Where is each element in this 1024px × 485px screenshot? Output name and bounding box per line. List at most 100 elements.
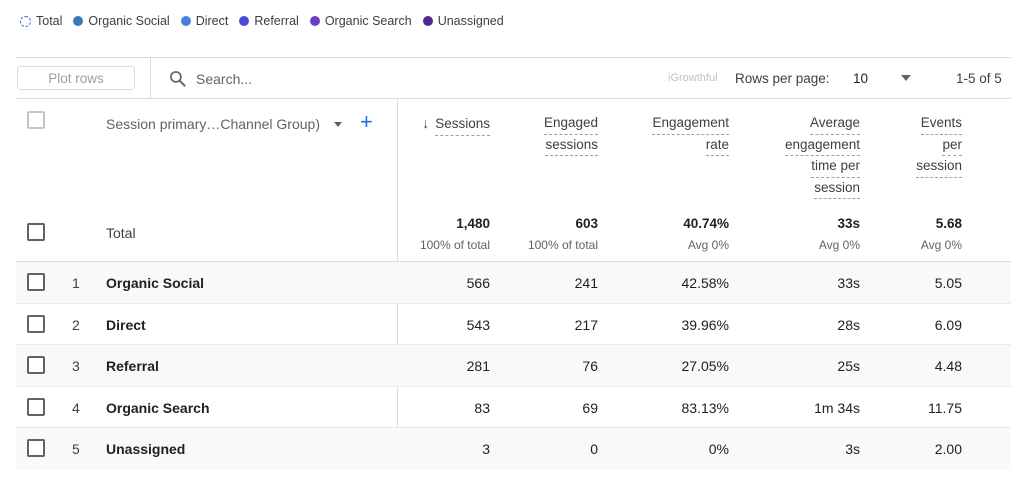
legend-item-organic-social[interactable]: Organic Social <box>73 14 170 28</box>
row-index: 5 <box>72 441 80 458</box>
row-checkbox[interactable] <box>27 439 45 458</box>
cell-sessions: 281 <box>466 358 490 375</box>
search-icon[interactable] <box>168 69 188 89</box>
chevron-down-icon[interactable] <box>333 121 342 127</box>
row-index: 4 <box>72 399 80 416</box>
table-row[interactable]: 4 Organic Search 83 69 83.13% 1m 34s 11.… <box>16 387 1011 429</box>
cell-engagement-rate: 0% <box>708 441 729 458</box>
row-dimension: Organic Search <box>106 399 210 416</box>
row-checkbox[interactable] <box>27 356 45 375</box>
cell-engagement-rate: 39.96% <box>681 316 729 333</box>
rows-per-page-label: Rows per page: <box>735 71 830 86</box>
header-text: per <box>942 135 962 156</box>
table-toolbar: Plot rows iGrowthful Rows per page: 10 1… <box>16 57 1011 99</box>
sort-descending-icon[interactable]: ↓ <box>422 115 430 131</box>
legend-item-referral[interactable]: Referral <box>239 14 299 28</box>
cell-events-per-session: 5.05 <box>934 275 962 291</box>
header-text: rate <box>705 135 729 156</box>
legend-item-organic-search[interactable]: Organic Search <box>309 14 412 28</box>
dimension-header[interactable]: Session primary…Channel Group) <box>106 116 342 132</box>
header-text: sessions <box>545 135 598 156</box>
dimension-header-label: Session primary…Channel Group) <box>106 116 320 132</box>
cell-engagement-rate: 27.05% <box>681 358 729 375</box>
legend-label: Total <box>36 14 63 28</box>
column-header-events-per-session[interactable]: Events per session <box>916 113 962 178</box>
legend-label: Direct <box>195 14 229 28</box>
table-row[interactable]: 2 Direct 543 217 39.96% 28s 6.09 <box>16 304 1011 346</box>
row-dimension: Unassigned <box>106 441 186 458</box>
row-checkbox[interactable] <box>27 314 45 333</box>
legend-item-total[interactable]: Total <box>20 14 62 28</box>
chart-legend: Total Organic Social Direct Referral Org… <box>20 14 515 28</box>
table-row[interactable]: 3 Referral 281 76 27.05% 25s 4.48 <box>16 345 1011 387</box>
header-text: Engagement <box>652 113 729 135</box>
legend-label: Organic Social <box>88 14 170 28</box>
cell-avg-engagement-time: 1m 34s <box>814 399 860 416</box>
cell-engaged-sessions: 217 <box>574 316 598 333</box>
legend-swatch-icon <box>309 16 320 26</box>
header-text: Sessions <box>435 114 490 136</box>
cell-events-per-session: 2.00 <box>934 441 962 458</box>
column-header-engaged-sessions[interactable]: Engaged sessions <box>543 113 598 156</box>
row-checkbox[interactable] <box>27 273 45 291</box>
total-events-per-session-sub: Avg 0% <box>920 238 962 252</box>
legend-item-unassigned[interactable]: Unassigned <box>422 14 504 28</box>
toolbar-divider <box>150 58 151 99</box>
legend-item-direct[interactable]: Direct <box>180 14 229 28</box>
header-text: session <box>916 156 962 178</box>
cell-events-per-session: 11.75 <box>928 399 962 416</box>
column-header-engagement-rate[interactable]: Engagement rate <box>652 113 729 156</box>
total-row-checkbox[interactable] <box>27 223 45 241</box>
total-engagement-rate: 40.74% <box>683 216 729 231</box>
plot-rows-button[interactable]: Plot rows <box>17 66 135 90</box>
rows-per-page-select[interactable]: 10 <box>853 71 869 86</box>
table-header: Session primary…Channel Group) + ↓ Sessio… <box>16 99 1011 262</box>
cell-avg-engagement-time: 28s <box>837 316 860 333</box>
legend-label: Organic Search <box>324 14 412 28</box>
legend-swatch-icon <box>422 16 433 26</box>
cell-sessions: 83 <box>474 399 490 416</box>
total-engaged-sessions: 603 <box>575 216 598 231</box>
total-sessions-sub: 100% of total <box>419 238 490 252</box>
table-row[interactable]: 1 Organic Social 566 241 42.58% 33s 5.05 <box>16 262 1011 304</box>
legend-label: Unassigned <box>437 14 504 28</box>
cell-events-per-session: 6.09 <box>934 316 962 333</box>
column-header-sessions[interactable]: ↓ Sessions <box>422 113 490 136</box>
search-input[interactable] <box>196 69 496 89</box>
row-dimension: Direct <box>106 316 146 333</box>
header-text: session <box>814 178 860 199</box>
legend-swatch-icon <box>239 16 250 26</box>
add-dimension-icon[interactable]: + <box>360 109 373 134</box>
row-checkbox[interactable] <box>27 397 45 416</box>
select-all-checkbox[interactable] <box>27 111 45 129</box>
cell-sessions: 3 <box>482 441 490 458</box>
table-row[interactable]: 5 Unassigned 3 0 0% 3s 2.00 <box>16 428 1011 470</box>
legend-swatch-icon <box>180 16 191 26</box>
cell-avg-engagement-time: 25s <box>837 358 860 375</box>
total-avg-engagement-time: 33s <box>837 216 860 231</box>
cell-engagement-rate: 83.13% <box>681 399 729 416</box>
cell-avg-engagement-time: 33s <box>837 275 860 291</box>
watermark: iGrowthful <box>668 72 718 84</box>
total-avg-engagement-time-sub: Avg 0% <box>818 238 860 252</box>
cell-engagement-rate: 42.58% <box>681 275 729 291</box>
total-engaged-sessions-sub: 100% of total <box>527 238 598 252</box>
header-text: Engaged <box>543 113 598 135</box>
row-dimension: Referral <box>106 358 159 375</box>
total-engagement-rate-sub: Avg 0% <box>687 238 729 252</box>
cell-sessions: 543 <box>466 316 490 333</box>
total-sessions: 1,480 <box>456 216 490 231</box>
row-index: 3 <box>72 358 80 375</box>
pagination-range: 1-5 of 5 <box>956 71 1002 86</box>
legend-label: Referral <box>254 14 299 28</box>
chevron-down-icon[interactable] <box>901 75 911 81</box>
cell-engaged-sessions: 0 <box>590 441 598 458</box>
data-table: Session primary…Channel Group) + ↓ Sessio… <box>16 99 1011 470</box>
header-text: Events <box>920 113 962 135</box>
cell-engaged-sessions: 76 <box>582 358 598 375</box>
legend-swatch-icon <box>73 16 84 26</box>
cell-events-per-session: 4.48 <box>934 358 962 375</box>
legend-total-swatch-icon <box>20 15 31 27</box>
column-header-avg-engagement-time[interactable]: Average engagement time per session <box>784 113 860 199</box>
cell-avg-engagement-time: 3s <box>845 441 860 458</box>
